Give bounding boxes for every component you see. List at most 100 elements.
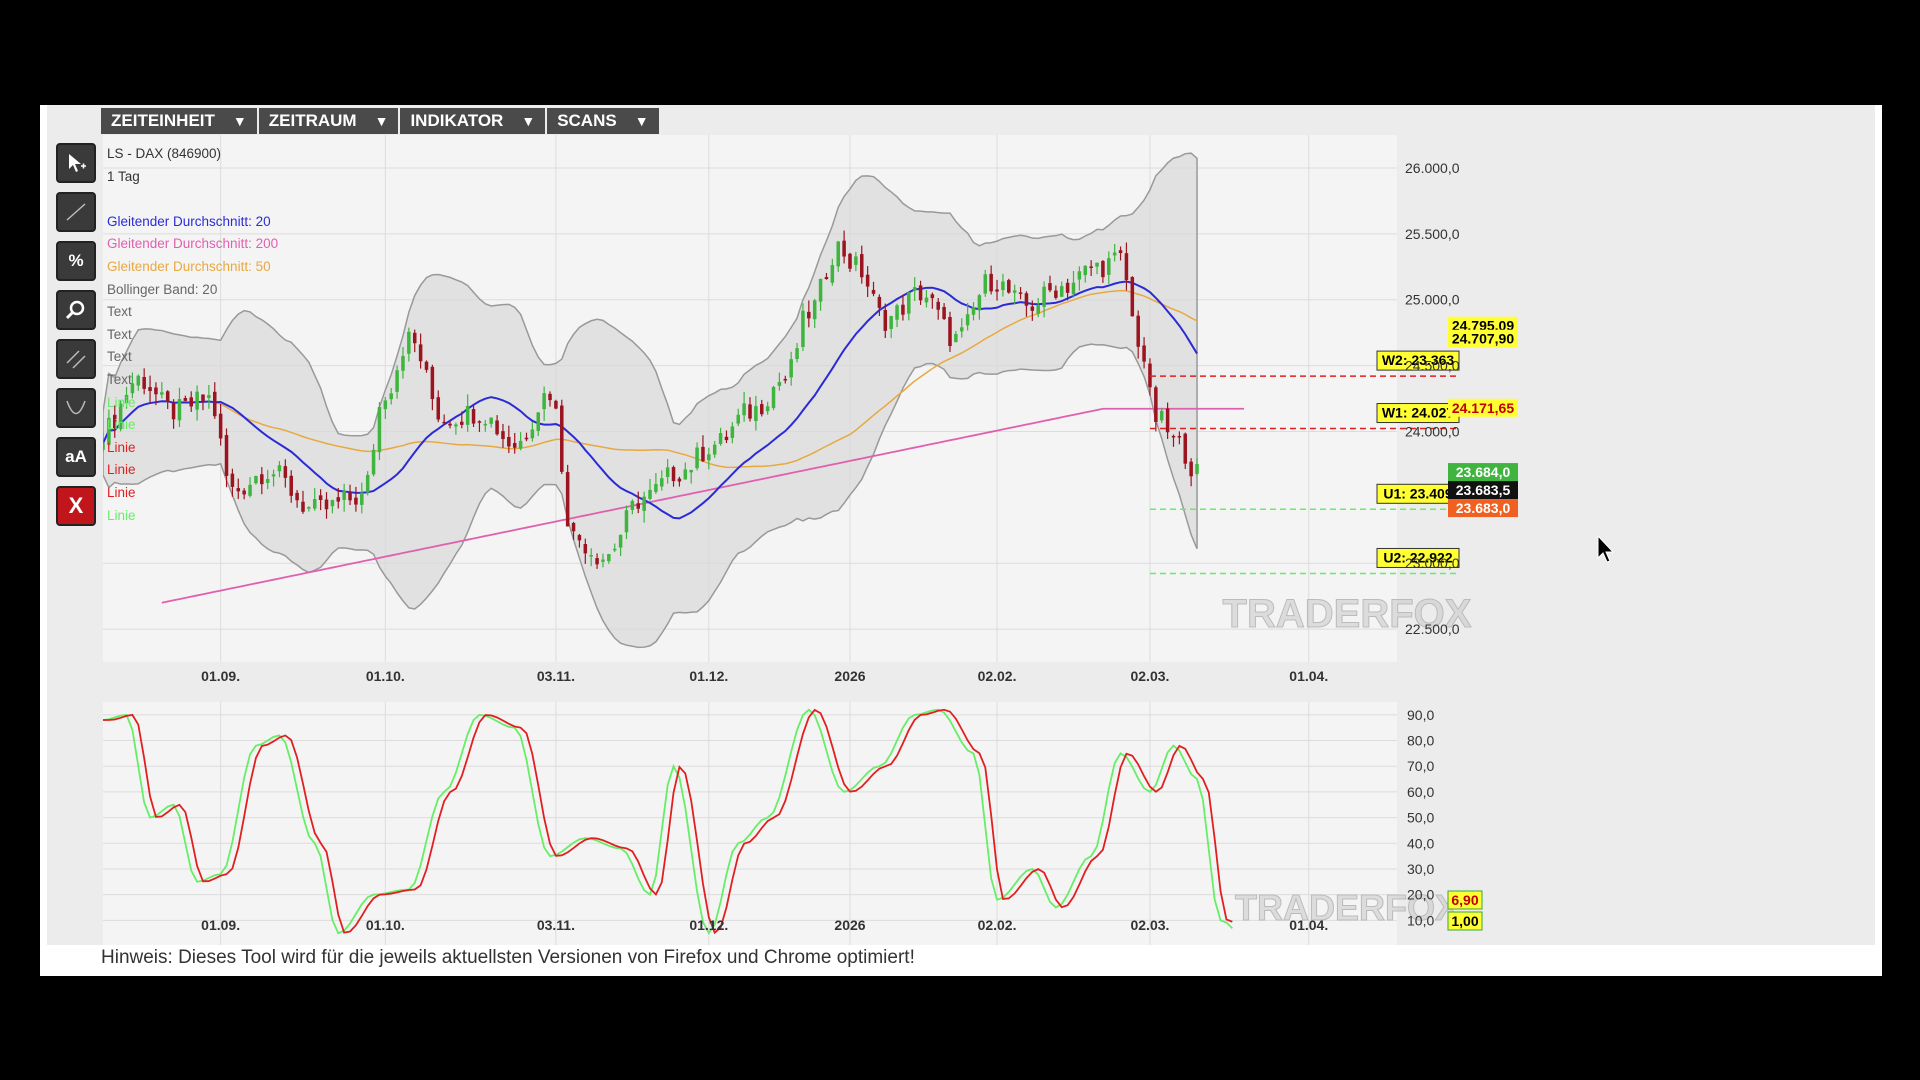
- candle-body: [1001, 281, 1005, 291]
- date-tick-label: 02.03.: [1130, 668, 1169, 684]
- candle-body: [777, 381, 782, 386]
- candle-body: [436, 397, 441, 420]
- price-tick-label: 24.000,0: [1405, 423, 1460, 439]
- legend-text[interactable]: Text: [107, 371, 132, 387]
- legend-text[interactable]: Text: [107, 349, 132, 365]
- legend-bollinger[interactable]: Bollinger Band: 20: [107, 281, 218, 297]
- candle-body: [771, 386, 776, 408]
- zoom-tool-button[interactable]: [56, 290, 96, 330]
- arc-tool-button[interactable]: [56, 388, 96, 428]
- candle-body: [895, 305, 899, 320]
- price-value-text: 24.795,09: [1452, 318, 1514, 334]
- candle-body: [401, 356, 405, 371]
- date-tick-label: 01.09.: [201, 668, 240, 684]
- candle-body: [142, 377, 146, 389]
- candle-body: [1159, 410, 1164, 421]
- price-value-badge: [1448, 499, 1518, 518]
- candle-body: [442, 421, 446, 424]
- candle-body: [677, 478, 682, 482]
- browser-hint-text: Hinweis: Dieses Tool wird für die jeweil…: [101, 947, 915, 968]
- chevron-down-icon: ▼: [634, 113, 649, 129]
- legend-text[interactable]: Text: [107, 304, 132, 320]
- candle-body: [736, 414, 741, 424]
- candle-body: [948, 317, 952, 347]
- price-value-text: 23.683,5: [1456, 482, 1511, 498]
- date-tick-label: 03.11.: [537, 668, 575, 684]
- candle-body: [1018, 292, 1023, 294]
- candle-body: [1065, 282, 1070, 293]
- candle-body: [418, 344, 423, 362]
- legend-ma50[interactable]: Gleitender Durchschnitt: 50: [107, 258, 271, 274]
- candle-body: [965, 314, 970, 326]
- candle-body: [636, 503, 641, 509]
- candle-body: [454, 424, 458, 427]
- level-label-box[interactable]: [1376, 350, 1460, 371]
- line-tool-button[interactable]: [56, 192, 96, 232]
- candle-body: [565, 472, 570, 527]
- channel-tool-button[interactable]: [56, 339, 96, 379]
- price-chart[interactable]: W2: 23.363 W1: 24.027 U1: 23.409 U2: 22.922…: [47, 105, 1875, 945]
- candle-body: [218, 413, 223, 439]
- select-tool-button[interactable]: [56, 143, 96, 183]
- candle-body: [560, 405, 564, 472]
- legend-line[interactable]: Linie: [107, 394, 136, 410]
- candle-body: [977, 295, 982, 311]
- candle-body: [330, 500, 335, 507]
- candle-body: [1012, 290, 1017, 293]
- menu-label: ZEITRAUM: [268, 111, 357, 130]
- legend-ma200[interactable]: Gleitender Durchschnitt: 200: [107, 236, 279, 252]
- candle-body: [383, 400, 388, 410]
- candle-body: [1048, 283, 1052, 291]
- candle-body: [518, 440, 523, 449]
- candle-body: [412, 332, 417, 344]
- candle-body: [124, 394, 129, 404]
- level-label-text: W1: 24.027: [1382, 405, 1455, 421]
- candle-body: [971, 307, 976, 315]
- candle-body: [283, 466, 288, 478]
- candle-body: [683, 469, 688, 480]
- candle-body: [507, 436, 511, 447]
- candle-body: [489, 417, 493, 424]
- oscillator-tick-label: 60,0: [1407, 784, 1434, 800]
- menu-scans[interactable]: SCANS ▼: [547, 108, 659, 134]
- candle-body: [424, 361, 429, 370]
- candle-body: [289, 475, 293, 496]
- oscillator-plot-area[interactable]: [103, 702, 1397, 945]
- candle-body: [407, 331, 411, 354]
- candle-body: [377, 407, 382, 453]
- candle-body: [212, 391, 217, 417]
- text-size-tool-button[interactable]: aA: [56, 437, 96, 477]
- menu-zeitraum[interactable]: ZEITRAUM ▼: [258, 108, 399, 134]
- candle-body: [695, 447, 699, 469]
- menu-indikator[interactable]: INDIKATOR ▼: [400, 108, 546, 134]
- legend-line[interactable]: Linie: [107, 462, 136, 478]
- candle-body: [189, 397, 193, 407]
- legend-line[interactable]: Linie: [107, 507, 136, 523]
- date-tick-label: 03.11.: [537, 917, 575, 933]
- legend-line[interactable]: Linie: [107, 439, 136, 455]
- candle-body: [295, 492, 299, 501]
- delete-tool-button[interactable]: X: [56, 486, 96, 526]
- candle-body: [160, 392, 164, 395]
- candle-body: [542, 393, 546, 410]
- oscillator-tick-label: 70,0: [1407, 758, 1434, 774]
- legend-text[interactable]: Text: [107, 326, 132, 342]
- candle-body: [854, 256, 858, 265]
- candle-body: [271, 474, 276, 477]
- candle-body: [924, 297, 929, 303]
- legend-line[interactable]: Linie: [107, 417, 136, 433]
- candle-body: [448, 423, 452, 426]
- level-label-box[interactable]: [1376, 547, 1460, 568]
- candle-body: [1083, 265, 1088, 276]
- candle-body: [595, 558, 599, 565]
- legend-ma20[interactable]: Gleitender Durchschnitt: 20: [107, 213, 271, 229]
- oscillator-tick-label: 50,0: [1407, 810, 1434, 826]
- candle-body: [548, 393, 552, 401]
- price-value-badge: [1448, 481, 1518, 500]
- legend-line[interactable]: Linie: [107, 484, 136, 500]
- candle-body: [936, 301, 940, 310]
- oscillator-tick-label: 90,0: [1407, 707, 1434, 723]
- percent-tool-button[interactable]: %: [56, 241, 96, 281]
- menu-zeiteinheit[interactable]: ZEITEINHEIT ▼: [101, 108, 257, 134]
- candle-body: [312, 499, 317, 509]
